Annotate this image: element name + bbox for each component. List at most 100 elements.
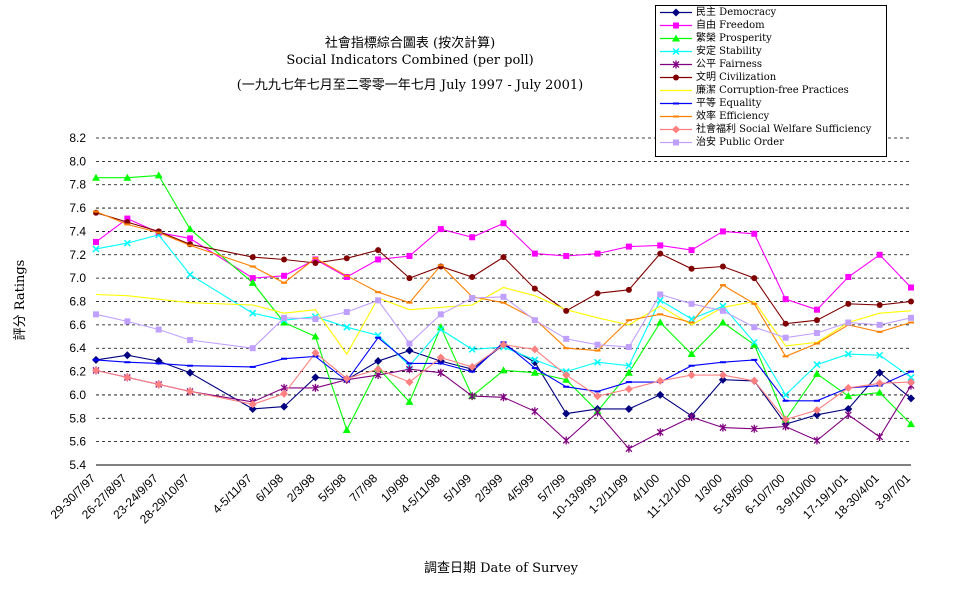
data-point: [312, 256, 319, 263]
data-point: [845, 319, 852, 326]
data-point: [92, 173, 100, 181]
y-tick-label: 6.0: [69, 388, 86, 402]
series-markers-5: [93, 209, 914, 327]
data-point: [186, 387, 195, 396]
data-point: [468, 345, 476, 353]
data-point: [656, 376, 665, 385]
data-point: [499, 340, 508, 349]
data-point: [719, 263, 726, 270]
x-tick-label: 4/5/99: [503, 471, 537, 505]
y-tick-label: 6.4: [69, 341, 86, 355]
legend-swatch: [660, 34, 692, 42]
data-point: [469, 273, 476, 280]
data-point: [812, 369, 821, 377]
data-point: [750, 340, 759, 348]
data-point: [594, 341, 601, 348]
data-point: [375, 247, 382, 254]
data-point: [673, 74, 679, 81]
data-point: [656, 318, 665, 326]
data-point: [656, 390, 665, 399]
data-point: [625, 243, 632, 250]
data-point: [186, 368, 195, 377]
data-point: [530, 345, 539, 354]
y-tick-label: 6.2: [69, 365, 86, 379]
data-point: [688, 247, 695, 254]
data-point: [374, 365, 383, 374]
data-point: [469, 294, 476, 301]
data-point: [281, 256, 288, 263]
data-point: [812, 410, 821, 419]
data-point: [657, 242, 664, 249]
series-markers-9: [92, 340, 915, 424]
legend-label: 廉潔 Corruption-free Practices: [696, 85, 849, 96]
x-tick-label: 4-5/11/97: [210, 471, 255, 516]
legend-label: 社會福利 Social Welfare Sufficiency: [696, 124, 872, 135]
data-point: [844, 350, 852, 358]
data-point: [530, 368, 539, 376]
data-point: [672, 47, 680, 56]
data-point: [374, 357, 383, 366]
data-point: [186, 225, 195, 233]
data-point: [876, 302, 883, 309]
data-point: [531, 285, 538, 292]
x-tick-label: 5/5/98: [315, 471, 349, 505]
legend-swatch: [660, 125, 692, 134]
data-point: [688, 315, 696, 323]
legend-item: 平等 Equality: [656, 97, 886, 110]
x-axis-title: 調查日期 Date of Survey: [424, 561, 579, 576]
series-markers-2: [92, 171, 915, 433]
series-line-7: [95, 336, 912, 402]
series-markers-4: [92, 365, 915, 453]
data-point: [531, 317, 538, 324]
x-tick-label: 6/1/98: [253, 471, 287, 505]
data-point: [844, 404, 853, 413]
data-point: [562, 375, 571, 383]
y-tick-label: 5.4: [69, 458, 86, 472]
data-point: [718, 371, 727, 380]
data-point: [688, 300, 695, 307]
data-point: [342, 374, 351, 383]
data-point: [343, 323, 351, 331]
data-point: [249, 345, 256, 352]
data-point: [405, 397, 414, 405]
data-point: [908, 284, 914, 291]
data-point: [782, 391, 790, 399]
data-point: [311, 383, 319, 392]
data-point: [751, 275, 758, 282]
data-point: [844, 383, 853, 392]
data-point: [406, 252, 413, 259]
data-point: [92, 366, 100, 375]
data-point: [593, 392, 602, 401]
data-point: [124, 318, 131, 325]
legend-label: 文明 Civilization: [696, 72, 777, 83]
legend-item: 廉潔 Corruption-free Practices: [656, 84, 886, 97]
legend-label: 公平 Fairness: [696, 59, 763, 70]
data-point: [375, 297, 382, 304]
data-point: [844, 410, 852, 419]
data-point: [530, 358, 539, 367]
data-point: [876, 432, 884, 441]
legend-swatch: [660, 8, 692, 17]
data-point: [594, 290, 601, 297]
data-point: [123, 373, 132, 382]
data-point: [812, 406, 821, 415]
data-point: [343, 273, 350, 280]
data-point: [672, 34, 680, 42]
data-point: [500, 393, 507, 402]
data-point: [687, 371, 696, 380]
legend-item: 效率 Efficiency: [656, 110, 886, 123]
series-line-9: [95, 344, 912, 421]
data-point: [907, 420, 915, 428]
data-point: [673, 22, 679, 29]
data-point: [531, 407, 539, 416]
data-point: [657, 250, 664, 257]
chart-title: 社會指標綜合圖表 (按次計算): [324, 36, 496, 51]
legend-label: 安定 Stability: [696, 46, 762, 57]
data-point: [813, 436, 821, 445]
data-point: [154, 171, 163, 179]
legend-label: 效率 Efficiency: [696, 111, 770, 122]
data-point: [563, 307, 570, 314]
data-point: [311, 348, 320, 357]
y-tick-label: 6.6: [69, 318, 86, 332]
y-tick-label: 7.2: [69, 248, 86, 262]
